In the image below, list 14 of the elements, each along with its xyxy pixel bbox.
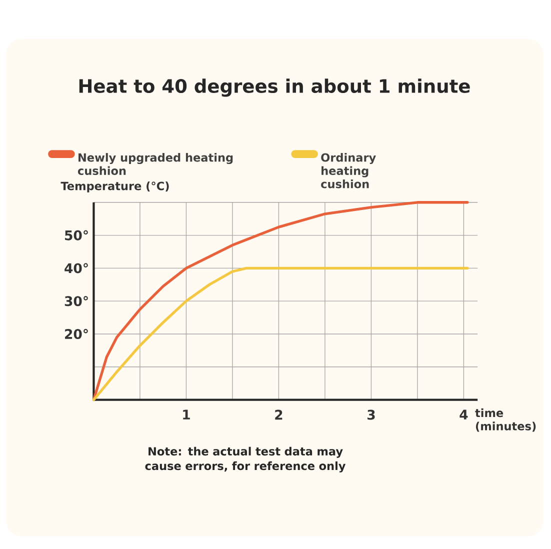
y-tick-label: 50°	[65, 230, 88, 240]
legend-label: Ordinary heating cushion	[321, 152, 376, 188]
y-axis-title: Temperature (°C)	[60, 181, 169, 192]
chart-title: Heat to 40 degrees in about 1 minute	[79, 78, 470, 97]
x-tick-label: 1	[183, 410, 190, 420]
text: Note: the actual test data may cause errors, for reference only	[145, 446, 346, 472]
x-axis-title: time (minutes)	[475, 408, 536, 432]
x-tick-label: 3	[367, 410, 375, 420]
x-tick-label: 2	[275, 410, 282, 420]
y-tick-label: 40°	[64, 262, 88, 274]
y-tick-label: 30°	[64, 296, 88, 306]
y-tick-label: 20°	[65, 328, 88, 339]
legend-label: Newly upgraded heating cushion	[78, 152, 233, 175]
x-tick-label: 4	[460, 410, 468, 420]
